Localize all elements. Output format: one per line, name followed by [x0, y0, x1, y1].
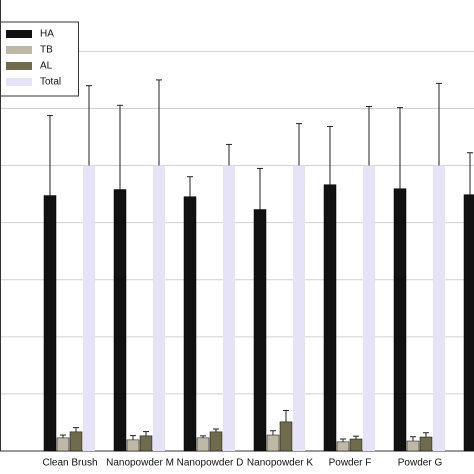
legend-swatch: [6, 30, 32, 38]
bar: [336, 441, 350, 452]
legend-label: Total: [40, 77, 61, 88]
bar: [83, 165, 95, 452]
legend: HA TB AL Total: [0, 21, 79, 97]
legend-label: AL: [40, 61, 53, 72]
bar: [126, 439, 140, 452]
bar: [56, 437, 70, 452]
legend-swatch: [6, 46, 32, 54]
bar: [113, 189, 127, 452]
x-tick-label: Powder F: [329, 458, 372, 469]
bar: [69, 431, 83, 452]
bar: [196, 437, 210, 452]
bar: [419, 436, 433, 452]
legend-swatch: [6, 78, 32, 86]
bar: [463, 194, 474, 452]
bar: [349, 438, 363, 452]
x-tick-label: Nanopowder M: [106, 458, 174, 469]
bar: [183, 196, 197, 452]
bar: [139, 435, 153, 452]
bars: Clean Brush Nanopowder M Nanopowder D Nanop…: [42, 79, 474, 469]
bar: [279, 421, 293, 452]
bar: [323, 184, 337, 452]
x-tick-label: Nanopowder K: [247, 458, 313, 469]
bar: [393, 188, 407, 452]
bar: [293, 165, 305, 452]
x-tick-label: Clean Brush: [42, 458, 97, 469]
bar: [406, 440, 420, 452]
bar: [433, 165, 445, 452]
x-tick-label: Powder G: [398, 458, 443, 469]
legend-swatch: [6, 62, 32, 70]
legend-label: TB: [40, 45, 53, 56]
x-tick-label: Nanopowder D: [177, 458, 244, 469]
legend-label: HA: [40, 29, 54, 40]
bar: [209, 431, 223, 452]
bar: [43, 195, 57, 452]
bar: [363, 165, 375, 452]
bar: [266, 434, 280, 452]
bar: [253, 209, 267, 452]
bar: [153, 165, 165, 452]
bar: [223, 165, 235, 452]
